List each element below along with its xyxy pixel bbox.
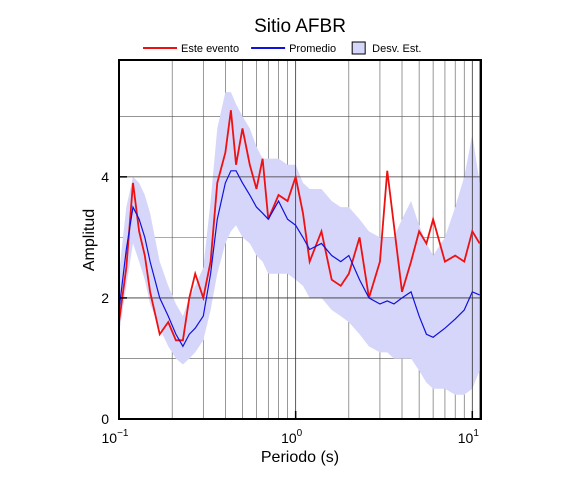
x-axis-label: Periodo (s): [261, 449, 339, 466]
legend: Este evento Promedio Desv. Est.: [143, 41, 421, 55]
y-tick-label: 0: [101, 411, 109, 427]
x-tick-label: 101: [458, 428, 480, 446]
series-line: [119, 110, 481, 342]
legend-swatch: [351, 41, 366, 55]
x-tick-label: 10−1: [102, 428, 129, 446]
x-tick-exponent: 0: [297, 428, 303, 439]
plot-frame: [118, 59, 482, 420]
series-line: [119, 170, 480, 348]
x-tick-exponent: 1: [473, 428, 479, 439]
std-band: [119, 92, 480, 395]
x-tick-exponent: −1: [117, 428, 129, 439]
x-tick-base: 10: [102, 430, 118, 446]
chart-title: Sitio AFBR: [254, 16, 346, 37]
x-tick-base: 10: [458, 430, 474, 446]
y-axis-label: Amplitud: [81, 209, 98, 271]
legend-label: Promedio: [289, 43, 336, 55]
legend-label: Este evento: [181, 43, 239, 55]
x-tick-base: 10: [281, 430, 297, 446]
y-tick-label: 2: [101, 290, 109, 306]
plot-area: [119, 60, 481, 419]
x-tick-label: 100: [281, 428, 303, 446]
y-tick-label: 4: [101, 169, 109, 185]
legend-label: Desv. Est.: [372, 43, 421, 55]
